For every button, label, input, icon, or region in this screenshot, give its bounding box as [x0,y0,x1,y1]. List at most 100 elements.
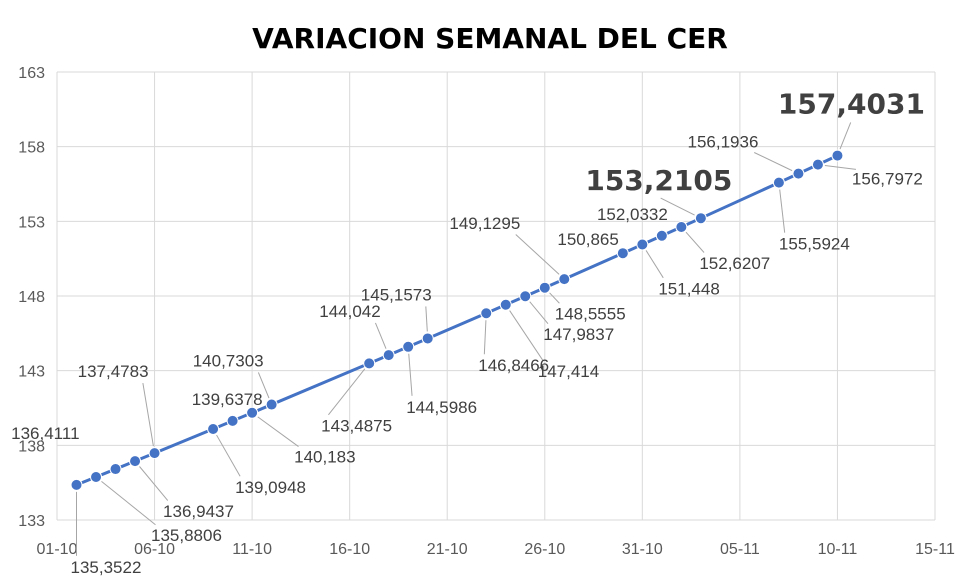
y-tick-label: 143 [18,364,45,381]
y-tick-label: 148 [18,289,45,306]
x-tick-label: 06-10 [134,541,175,558]
data-label: 140,7303 [193,352,264,371]
grid-lines [56,71,936,521]
data-label: 147,414 [538,362,599,381]
data-label: 143,4875 [321,416,392,435]
x-tick-label: 16-10 [329,541,370,558]
data-points [70,149,844,491]
label-leader-line [328,368,366,416]
data-label: 139,6378 [192,390,263,409]
data-point [70,478,83,491]
label-leader-line [257,372,270,399]
data-label: 146,8466 [478,356,549,375]
data-point [265,398,278,411]
data-point [226,414,239,427]
data-label: 150,865 [557,230,618,249]
label-leader-line [374,322,387,349]
data-point [363,357,376,370]
label-leader-line [142,383,154,447]
label-leader-line [685,231,705,253]
x-tick-label: 26-10 [524,541,565,558]
label-leader-line [645,250,664,279]
data-label: 136,9437 [163,502,234,521]
x-tick-label: 01-10 [37,541,78,558]
label-leader-line [408,353,413,396]
data-point [636,238,649,251]
label-leader-line [515,234,560,275]
data-point [109,463,122,476]
data-label: 155,5924 [779,235,850,254]
data-point [694,212,707,225]
label-leader-line [139,466,169,501]
data-label: 139,0948 [235,478,306,497]
x-tick-label: 21-10 [427,541,468,558]
data-label: 144,042 [319,302,380,321]
data-point [811,158,824,171]
series-line-layer [75,154,839,487]
data-point [616,247,629,260]
label-leader-line [483,320,487,355]
data-label: 156,7972 [852,170,923,189]
data-point [558,273,571,286]
data-point [382,349,395,362]
label-leader-line [101,480,156,526]
label-leader-line [257,416,299,447]
data-point [207,422,220,435]
x-tick-label: 05-11 [720,541,760,558]
data-point [675,220,688,233]
label-leader-line [509,310,544,361]
data-point [772,176,785,189]
x-tick-label: 15-11 [915,541,955,558]
x-tick-label: 10-11 [818,541,858,558]
chart-title: VARIACION SEMANAL DEL CER [252,22,728,55]
data-point [831,149,844,162]
data-label: 147,9837 [543,325,614,344]
data-point [538,281,551,294]
y-tick-label: 138 [18,438,45,455]
data-label: 152,6207 [699,254,770,273]
data-label: 140,183 [294,448,355,467]
label-leader-lines [76,122,857,556]
label-leader-line [425,306,428,332]
data-label: 137,4783 [78,362,149,381]
label-leader-line [839,122,852,150]
data-label: 148,5555 [555,305,626,324]
axis-ticks: 133 138 143 148 153 158 163 01-10 06-10 11-10 16-1… [18,65,955,558]
label-leader-line [779,189,786,233]
data-point [499,298,512,311]
data-labels: 135,3522 135,8806 136,4111 136,9437 137,4783… [11,88,925,577]
data-label: 135,8806 [151,526,222,545]
y-tick-label: 163 [18,65,45,82]
label-leader-line [529,301,549,325]
data-point [421,332,434,345]
x-tick-label: 11-10 [232,541,272,558]
data-label: 136,4111 [11,424,79,443]
label-leader-line [824,165,857,170]
data-label: 149,1295 [449,214,520,233]
data-point [480,307,493,320]
data-point [402,340,415,353]
data-label: 135,3522 [71,558,142,577]
data-label: 152,0332 [597,205,668,224]
data-label: 145,1573 [361,285,432,304]
data-label: 144,5986 [406,398,477,417]
data-point [792,167,805,180]
data-point [246,406,259,419]
data-label-highlight: 153,2105 [585,164,732,197]
label-leader-line [216,434,241,477]
data-point [148,447,161,460]
label-leader-line [660,197,695,216]
label-leader-line [754,152,793,172]
x-tick-label: 31-10 [622,541,663,558]
data-point [655,229,668,242]
label-leader-line [549,292,560,304]
y-tick-label: 153 [18,214,45,231]
data-label: 151,448 [658,280,719,299]
data-point [129,455,142,468]
data-label: 156,1936 [688,133,759,152]
data-point [90,470,103,483]
y-tick-label: 133 [18,513,45,530]
data-label-highlight: 157,4031 [778,88,925,121]
data-point [519,290,532,303]
